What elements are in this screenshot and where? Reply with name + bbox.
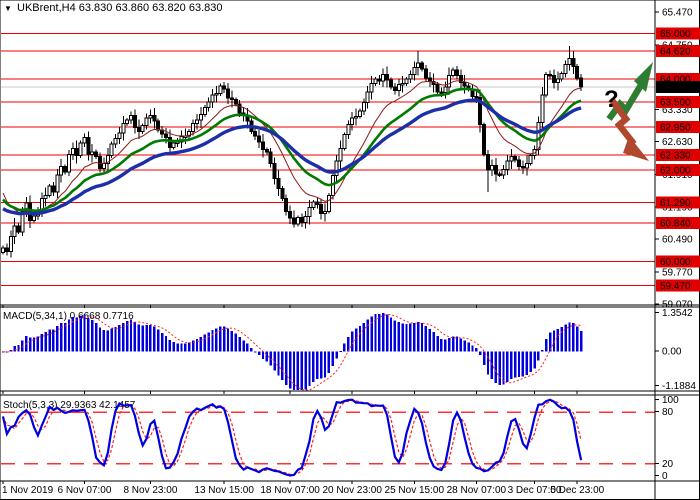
svg-text:65.470: 65.470 (662, 8, 693, 19)
svg-text:60.840: 60.840 (660, 219, 691, 230)
svg-text:62.330: 62.330 (660, 151, 691, 162)
stoch-k-line (1, 398, 583, 477)
stoch-d-line (2, 399, 582, 476)
svg-text:0.00: 0.00 (662, 347, 682, 358)
stoch-level-lines (1, 411, 655, 465)
stoch-indicator-label: Stoch(5,3,3) 29.9363 42.1457 (3, 400, 136, 411)
macd-signal-line (2, 313, 582, 391)
price-level-badges: 65.000 64.620 64.000 63.500 62.950 62.330 62.0… (656, 27, 700, 292)
svg-text:1.3542: 1.3542 (662, 308, 693, 319)
question-mark-annotation: ? (604, 86, 619, 113)
svg-text:6 Nov 07:00: 6 Nov 07:00 (58, 485, 112, 496)
candles[interactable] (1, 46, 584, 258)
svg-text:65.000: 65.000 (660, 29, 691, 40)
svg-text:18 Nov 07:00: 18 Nov 07:00 (260, 485, 320, 496)
svg-text:63.500: 63.500 (660, 97, 691, 108)
svg-text:59.470: 59.470 (660, 281, 691, 292)
ma-medium-line (2, 87, 582, 212)
svg-text:63.830: 63.830 (660, 82, 691, 93)
svg-text:20: 20 (662, 459, 674, 470)
svg-text:62.000: 62.000 (660, 166, 691, 177)
macd-indicator-label: MACD(5,34,1) 0.6668 0.7716 (3, 311, 134, 322)
svg-text:62.950: 62.950 (660, 122, 691, 133)
svg-text:63.330: 63.330 (662, 105, 693, 116)
svg-text:80: 80 (662, 407, 674, 418)
ma-slow-line (2, 98, 582, 216)
svg-text:5 Dec 23:00: 5 Dec 23:00 (550, 485, 604, 496)
svg-text:59.770: 59.770 (662, 267, 693, 278)
svg-text:13 Nov 15:00: 13 Nov 15:00 (194, 485, 254, 496)
chart-title: UKBrent,H4 63.830 63.860 63.820 63.830 (17, 2, 223, 14)
down-trend-arrow-icon (608, 97, 649, 161)
svg-text:64.000: 64.000 (660, 75, 691, 86)
svg-text:8 Nov 23:00: 8 Nov 23:00 (123, 485, 177, 496)
up-trend-arrow-icon (606, 62, 653, 121)
svg-text:64.620: 64.620 (660, 46, 691, 57)
svg-text:0: 0 (662, 471, 668, 482)
svg-text:62.630: 62.630 (662, 137, 693, 148)
svg-text:25 Nov 15:00: 25 Nov 15:00 (385, 485, 445, 496)
svg-text:100: 100 (662, 395, 679, 406)
symbol-dropdown-icon[interactable]: ▼ (4, 4, 12, 13)
svg-text:1 Nov 2019: 1 Nov 2019 (2, 485, 54, 496)
svg-text:-1.1884: -1.1884 (662, 381, 696, 392)
svg-text:60.000: 60.000 (660, 257, 691, 268)
current-price-badge: 63.830 (656, 80, 700, 93)
time-axis[interactable]: 1 Nov 2019 6 Nov 07:00 8 Nov 23:00 13 Nov 1… (2, 305, 605, 496)
trend-annotation: ? (604, 62, 653, 161)
svg-text:28 Nov 07:00: 28 Nov 07:00 (447, 485, 507, 496)
svg-text:20 Nov 23:00: 20 Nov 23:00 (322, 485, 382, 496)
svg-text:3 Dec 07:00: 3 Dec 07:00 (508, 485, 562, 496)
svg-text:60.490: 60.490 (662, 235, 693, 246)
svg-text:61.290: 61.290 (660, 198, 691, 209)
macd-axis[interactable]: 1.3542 0.00 -1.1884 (655, 308, 696, 392)
macd-histogram (1, 313, 583, 390)
svg-text:59.070: 59.070 (662, 299, 693, 310)
